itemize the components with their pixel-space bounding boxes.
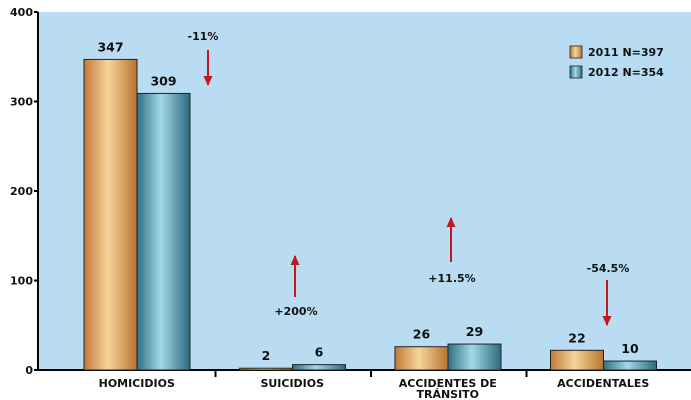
y-tick-label: 400 <box>10 6 33 19</box>
arrow-head-icon <box>203 76 213 86</box>
data-label: 6 <box>315 345 324 360</box>
x-tick-label: ACCIDENTES DE TRÁNSITO <box>399 377 497 400</box>
bar <box>394 346 449 371</box>
y-tick-label: 0 <box>25 364 33 377</box>
bar <box>550 349 604 371</box>
change-label: -54.5% <box>587 262 630 275</box>
bars <box>83 58 657 371</box>
legend-swatch <box>569 45 583 59</box>
y-tick-label: 200 <box>10 185 33 198</box>
y-tick-label: 100 <box>10 275 33 288</box>
data-label: 309 <box>150 73 176 88</box>
data-label: 347 <box>97 39 123 54</box>
x-tick-label: SUICIDIOS <box>260 377 324 390</box>
bar <box>83 58 138 371</box>
bar <box>292 364 346 371</box>
bar <box>239 367 293 371</box>
arrow-head-icon <box>290 255 300 265</box>
bar <box>447 343 502 371</box>
legend-label: 2012 N=354 <box>588 66 664 79</box>
bar <box>136 92 191 371</box>
arrow-head-icon <box>602 316 612 326</box>
legend-swatch <box>569 65 583 79</box>
data-label: 10 <box>621 341 639 356</box>
data-label: 26 <box>413 327 431 342</box>
x-tick-label: HOMICIDIOS <box>99 377 175 390</box>
data-label: 2 <box>262 348 271 363</box>
arrow-head-icon <box>446 217 456 227</box>
data-label: 22 <box>568 330 585 345</box>
data-label: 29 <box>466 324 483 339</box>
legend-label: 2011 N=397 <box>588 46 664 59</box>
y-tick-label: 300 <box>10 96 33 109</box>
bar <box>603 360 657 371</box>
change-annotations: -11% +200% +11.5% -54.5% <box>188 30 630 326</box>
change-label: -11% <box>188 30 219 43</box>
axes: 0 100 200 300 400 HOMICIDIOS SUICIDIOS ACCIDENT… <box>10 6 691 400</box>
change-label: +200% <box>274 305 317 318</box>
change-label: +11.5% <box>428 272 475 285</box>
legend: 2011 N=397 2012 N=354 <box>569 45 664 79</box>
x-tick-label: ACCIDENTALES <box>557 377 649 390</box>
